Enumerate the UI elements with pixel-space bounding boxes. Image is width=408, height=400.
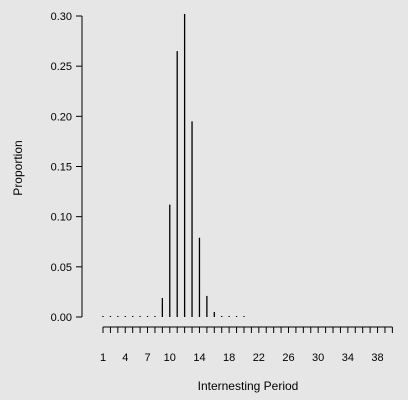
x-axis: 1 4 7 10 14 18 22 26 30 34 38 (100, 326, 393, 364)
bars (102, 13, 245, 317)
y-tick-label: 0.30 (51, 11, 72, 23)
x-tick-label: 26 (282, 352, 294, 364)
x-tick-label: 22 (253, 352, 265, 364)
x-tick-label: 38 (371, 352, 383, 364)
x-axis-title: Internesting Period (198, 379, 299, 393)
y-tick-label: 0.00 (51, 312, 72, 324)
x-tick-label: 14 (193, 352, 205, 364)
x-tick-label: 18 (223, 352, 235, 364)
x-tick-label: 30 (312, 352, 324, 364)
y-tick-label: 0.20 (51, 111, 72, 123)
y-tick-label: 0.25 (51, 61, 72, 73)
x-tick-label: 10 (164, 352, 176, 364)
y-axis-title: Proportion (11, 140, 25, 195)
y-tick-label: 0.15 (51, 162, 72, 174)
y-tick-label: 0.10 (51, 212, 72, 224)
x-tick-label: 34 (342, 352, 354, 364)
y-tick-label: 0.05 (51, 262, 72, 274)
x-tick-label: 1 (100, 352, 106, 364)
x-tick-label: 4 (122, 352, 128, 364)
y-axis: 0.00 0.05 0.10 0.15 0.20 0.25 0.30 (51, 11, 83, 324)
x-tick-label: 7 (144, 352, 150, 364)
